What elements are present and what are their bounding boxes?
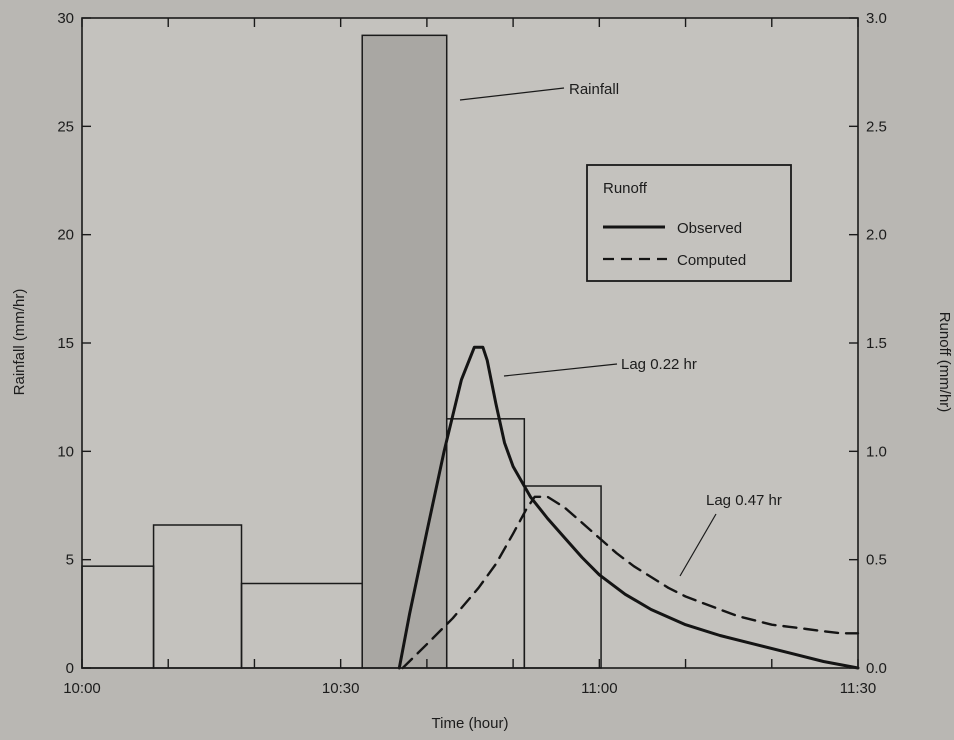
lag-047-callout-line [679, 513, 717, 577]
x-axis-title: Time (hour) [432, 715, 509, 732]
series-line-computed [401, 495, 860, 670]
y-left-tick-label: 20 [57, 227, 74, 244]
y-left-tick-label: 0 [66, 660, 74, 677]
rainfall-bar-3 [361, 34, 448, 669]
x-tick-label: 11:30 [840, 680, 876, 697]
plot-area [82, 18, 858, 668]
rainfall-bars [81, 34, 602, 669]
y-right-tick-label: 2.5 [866, 118, 887, 135]
lag-022-callout-line [503, 363, 618, 377]
y-left-tick-label: 5 [66, 552, 74, 569]
x-tick-label: 10:30 [322, 680, 360, 697]
x-tick-label: 11:00 [581, 680, 617, 697]
y-left-tick-label: 30 [57, 10, 74, 27]
y-right-tick-label: 0.5 [866, 552, 887, 569]
y-right-tick-label: 2.0 [866, 227, 887, 244]
legend-box [586, 164, 792, 282]
legend-computed-label: Computed [677, 252, 746, 269]
series-line-observed [397, 345, 860, 670]
y-axis-right-title: Runoff (mm/hr) [936, 312, 953, 413]
y-left-tick-label: 10 [57, 443, 74, 460]
rainfall-callout-line [459, 87, 565, 101]
legend: Runoff Observed Computed [586, 164, 792, 282]
y-left-tick-label: 25 [57, 118, 74, 135]
lag-047-annotation: Lag 0.47 hr [706, 492, 782, 509]
y-axis-left-title: Rainfall (mm/hr) [11, 289, 28, 396]
y-right-tick-label: 3.0 [866, 10, 887, 27]
legend-title: Runoff [603, 180, 648, 197]
y-right-tick-label: 1.0 [866, 443, 887, 460]
x-tick-label: 10:00 [63, 680, 101, 697]
legend-observed-label: Observed [677, 220, 742, 237]
axes: 10:00 10:30 11:00 11:30 0 5 10 15 20 25 30 0.0 0.5 1.… [57, 10, 887, 697]
y-right-tick-label: 1.5 [866, 335, 887, 352]
lag-022-annotation: Lag 0.22 hr [621, 356, 697, 373]
rainfall-annotation: Rainfall [569, 81, 619, 98]
y-left-tick-label: 15 [57, 335, 74, 352]
y-right-tick-label: 0.0 [866, 660, 887, 677]
runoff-series [397, 345, 860, 670]
